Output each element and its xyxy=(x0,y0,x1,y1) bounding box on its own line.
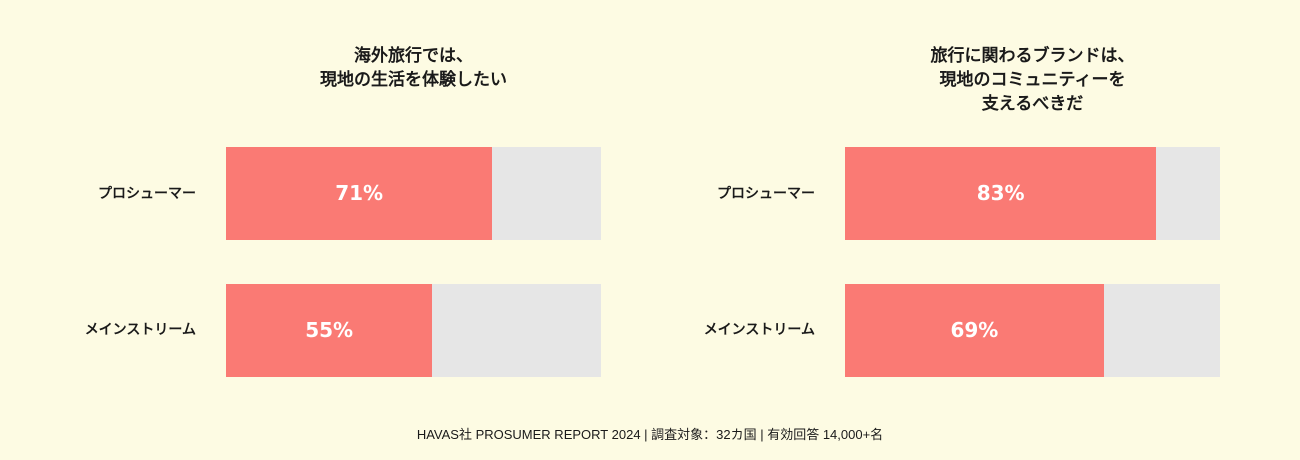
chart-title: 旅行に関わるブランドは、 現地のコミュニティーを 支えるべきだ xyxy=(930,46,1135,114)
bar-track-prosumer: 83% xyxy=(845,147,1220,240)
bar-value-prosumer: 83% xyxy=(976,181,1025,205)
row-label-prosumer: プロシューマー xyxy=(98,186,196,202)
chart-left: 海外旅行では、 現地の生活を体験したい プロシューマー 71% メインストリーム… xyxy=(0,0,650,410)
bar-track-mainstream: 69% xyxy=(845,284,1220,377)
bar-prosumer xyxy=(845,147,1157,240)
bar-mainstream xyxy=(845,284,1104,377)
bar-value-mainstream: 55% xyxy=(305,318,354,342)
source-footer: HAVAS社 PROSUMER REPORT 2024 | 調査対象：32カ国 … xyxy=(416,427,884,442)
bar-value-mainstream: 69% xyxy=(950,318,999,342)
bar-track-mainstream: 55% xyxy=(226,284,601,377)
bar-value-prosumer: 71% xyxy=(335,181,384,205)
chart-right: 旅行に関わるブランドは、 現地のコミュニティーを 支えるべきだ プロシューマー … xyxy=(619,0,1269,410)
row-label-mainstream: メインストリーム xyxy=(703,322,815,338)
row-label-mainstream: メインストリーム xyxy=(84,322,196,338)
bar-prosumer xyxy=(226,147,493,240)
chart-title: 海外旅行では、 現地の生活を体験したい xyxy=(320,46,507,90)
bar-mainstream xyxy=(226,284,433,377)
row-label-prosumer: プロシューマー xyxy=(717,186,815,202)
bar-track-prosumer: 71% xyxy=(226,147,601,240)
